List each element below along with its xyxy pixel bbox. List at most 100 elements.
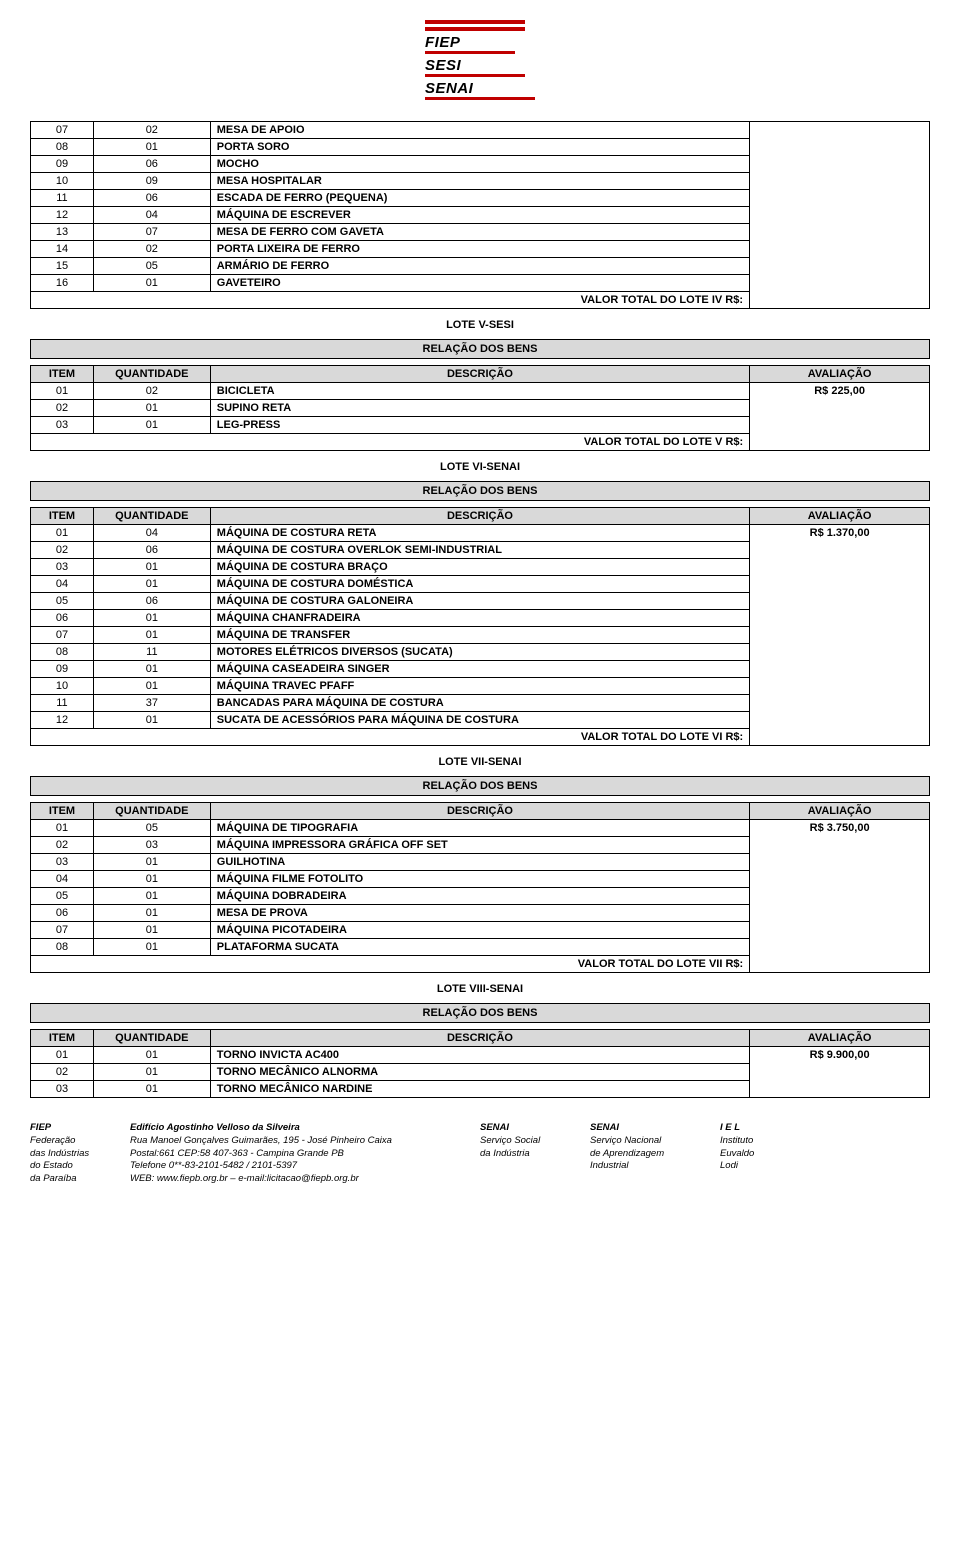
cell-qty: 01 [93,1064,210,1081]
cell-desc: MÁQUINA CHANFRADEIRA [210,610,749,627]
table-row: 1601GAVETEIRO [31,275,750,292]
cell-desc: PLATAFORMA SUCATA [210,939,749,956]
cell-desc: MÁQUINA DE ESCREVER [210,207,749,224]
hdr-desc: DESCRIÇÃO [210,508,749,525]
cell-item: 09 [31,661,94,678]
cell-desc: BANCADAS PARA MÁQUINA DE COSTURA [210,695,749,712]
logo-bar [425,51,515,54]
hdr-qty: QUANTIDADE [93,508,210,525]
cell-item: 02 [31,837,94,854]
cell-desc: TORNO INVICTA AC400 [210,1047,749,1064]
cell-qty: 01 [93,922,210,939]
cell-qty: 07 [93,224,210,241]
cell-qty: 11 [93,644,210,661]
cell-desc: MESA DE PROVA [210,905,749,922]
hdr-item: ITEM [31,1030,94,1047]
cell-qty: 09 [93,173,210,190]
cell-qty: 01 [93,712,210,729]
hdr-av: AVALIAÇÃO [750,366,930,383]
cell-desc: MOCHO [210,156,749,173]
hdr-qty: QUANTIDADE [93,1030,210,1047]
cell-item: 11 [31,190,94,207]
cell-qty: 01 [93,275,210,292]
cell-qty: 04 [93,525,210,542]
cell-qty: 06 [93,190,210,207]
cell-qty: 04 [93,207,210,224]
table-lote6: ITEM QUANTIDADE DESCRIÇÃO AVALIAÇÃO 0104… [30,507,930,746]
lote5-title: LOTE V-SESI [30,319,930,331]
cell-qty: 01 [93,1081,210,1098]
cell-qty: 06 [93,593,210,610]
footer-col-senai2: SENAI Serviço Nacional de Aprendizagem I… [590,1122,710,1173]
lote8-title: LOTE VIII-SENAI [30,983,930,995]
cell-qty: 05 [93,258,210,275]
table-row: 0801PORTA SORO [31,139,750,156]
cell-desc: MÁQUINA IMPRESSORA GRÁFICA OFF SET [210,837,749,854]
cell-qty: 01 [93,576,210,593]
blank-avaliacao-cell [750,121,930,309]
table-row: 1009MESA HOSPITALAR [31,173,750,190]
lote6-title: LOTE VI-SENAI [30,461,930,473]
lote8-rel: RELAÇÃO DOS BENS [30,1003,930,1023]
total-label: VALOR TOTAL DO LOTE VII R$: [31,956,750,973]
cell-item: 11 [31,695,94,712]
cell-desc: MÁQUINA DOBRADEIRA [210,888,749,905]
total-label: VALOR TOTAL DO LOTE VI R$: [31,729,750,746]
cell-item: 08 [31,644,94,661]
cell-item: 01 [31,1047,94,1064]
cell-desc: TORNO MECÂNICO ALNORMA [210,1064,749,1081]
cell-desc: SUPINO RETA [210,400,749,417]
logo-bar [425,20,525,24]
cell-item: 07 [31,122,94,139]
page-footer: FIEP Federação das Indústrias do Estado … [30,1122,930,1186]
table-row: 0102BICICLETAR$ 225,00 [31,383,930,400]
cell-qty: 01 [93,661,210,678]
cell-item: 01 [31,820,94,837]
hdr-desc: DESCRIÇÃO [210,803,749,820]
cell-item: 06 [31,610,94,627]
table-row: 1505ARMÁRIO DE FERRO [31,258,750,275]
cell-item: 15 [31,258,94,275]
logo-bar [425,27,525,31]
cell-qty: 01 [93,610,210,627]
cell-desc: ARMÁRIO DE FERRO [210,258,749,275]
cell-desc: SUCATA DE ACESSÓRIOS PARA MÁQUINA DE COS… [210,712,749,729]
cell-desc: MÁQUINA PICOTADEIRA [210,922,749,939]
cell-item: 03 [31,854,94,871]
hdr-desc: DESCRIÇÃO [210,366,749,383]
hdr-item: ITEM [31,803,94,820]
cell-qty: 01 [93,905,210,922]
cell-item: 13 [31,224,94,241]
logo-text-senai: SENAI [425,80,535,97]
footer-col-address: Edifício Agostinho Velloso da Silveira R… [130,1122,470,1186]
cell-item: 03 [31,559,94,576]
cell-desc: BICICLETA [210,383,749,400]
cell-qty: 01 [93,871,210,888]
cell-avaliacao: R$ 1.370,00 [750,525,930,746]
cell-qty: 01 [93,1047,210,1064]
cell-item: 12 [31,207,94,224]
table-row: 1204MÁQUINA DE ESCREVER [31,207,750,224]
cell-desc: PORTA SORO [210,139,749,156]
lote5-rel: RELAÇÃO DOS BENS [30,339,930,359]
cell-item: 08 [31,939,94,956]
cell-qty: 06 [93,542,210,559]
cell-desc: MÁQUINA FILME FOTOLITO [210,871,749,888]
cell-qty: 02 [93,241,210,258]
footer-col-senai1: SENAI Serviço Social da Indústria [480,1122,580,1160]
lote7-rel: RELAÇÃO DOS BENS [30,776,930,796]
logo-text-sesi: SESI [425,57,535,74]
footer-col-fiep: FIEP Federação das Indústrias do Estado … [30,1122,120,1186]
cell-qty: 01 [93,627,210,644]
cell-item: 10 [31,678,94,695]
cell-qty: 03 [93,837,210,854]
cell-item: 06 [31,905,94,922]
cell-desc: MÁQUINA DE TRANSFER [210,627,749,644]
logo-bar [425,97,535,100]
cell-item: 14 [31,241,94,258]
hdr-item: ITEM [31,508,94,525]
cell-item: 12 [31,712,94,729]
cell-desc: MÁQUINA TRAVEC PFAFF [210,678,749,695]
cell-item: 07 [31,627,94,644]
cell-item: 10 [31,173,94,190]
